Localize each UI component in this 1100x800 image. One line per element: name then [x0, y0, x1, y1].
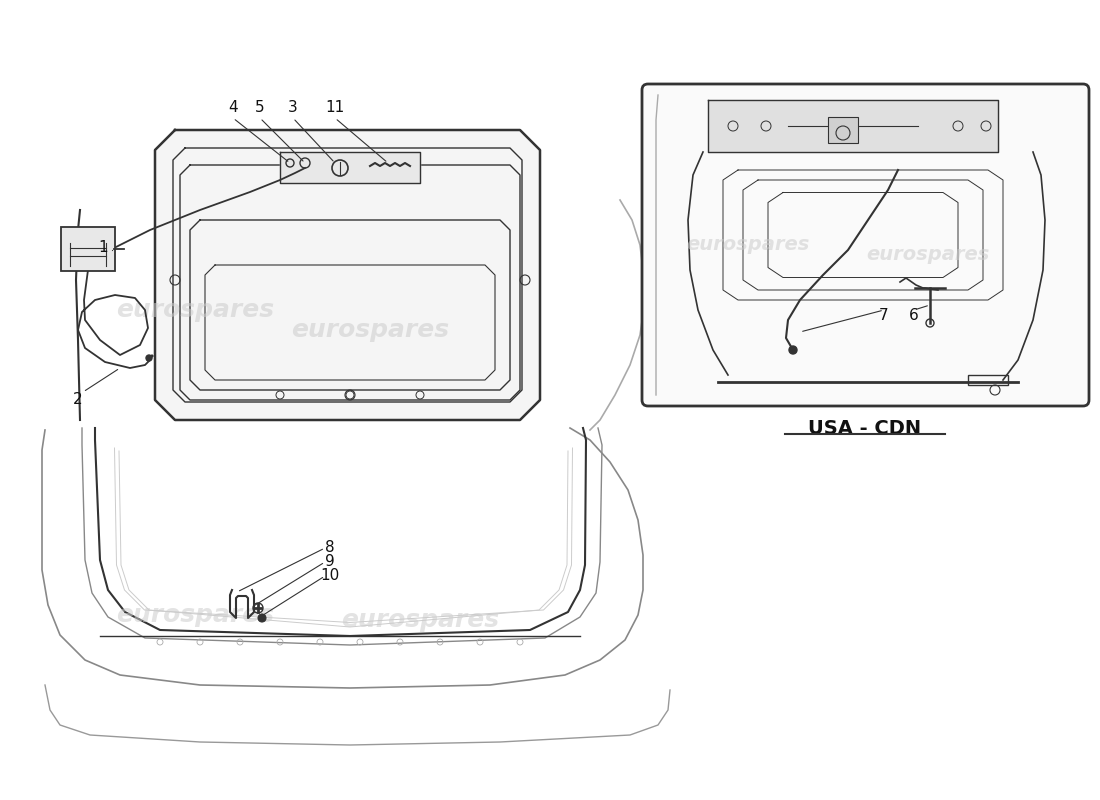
Text: 7: 7: [879, 309, 889, 323]
Bar: [968, 375, 1008, 385]
Circle shape: [789, 346, 797, 354]
Text: 6: 6: [909, 309, 918, 323]
Polygon shape: [280, 152, 420, 183]
Text: 5: 5: [255, 101, 265, 115]
Circle shape: [146, 355, 152, 361]
Text: 10: 10: [320, 569, 340, 583]
Text: 8: 8: [326, 541, 334, 555]
Bar: [828, 117, 858, 143]
Polygon shape: [155, 130, 540, 420]
Text: 2: 2: [74, 393, 82, 407]
Text: 3: 3: [288, 101, 298, 115]
Text: eurospares: eurospares: [686, 235, 810, 254]
Text: 1: 1: [98, 241, 108, 255]
Text: eurospares: eurospares: [116, 603, 274, 627]
Text: eurospares: eurospares: [867, 246, 990, 265]
Text: eurospares: eurospares: [290, 318, 449, 342]
FancyBboxPatch shape: [60, 227, 116, 271]
Text: 9: 9: [326, 554, 334, 570]
Text: eurospares: eurospares: [341, 608, 499, 632]
Text: eurospares: eurospares: [116, 298, 274, 322]
Text: USA - CDN: USA - CDN: [808, 418, 922, 438]
Polygon shape: [708, 100, 998, 152]
Circle shape: [258, 614, 266, 622]
FancyBboxPatch shape: [642, 84, 1089, 406]
Text: 4: 4: [228, 101, 238, 115]
Text: 11: 11: [326, 101, 344, 115]
